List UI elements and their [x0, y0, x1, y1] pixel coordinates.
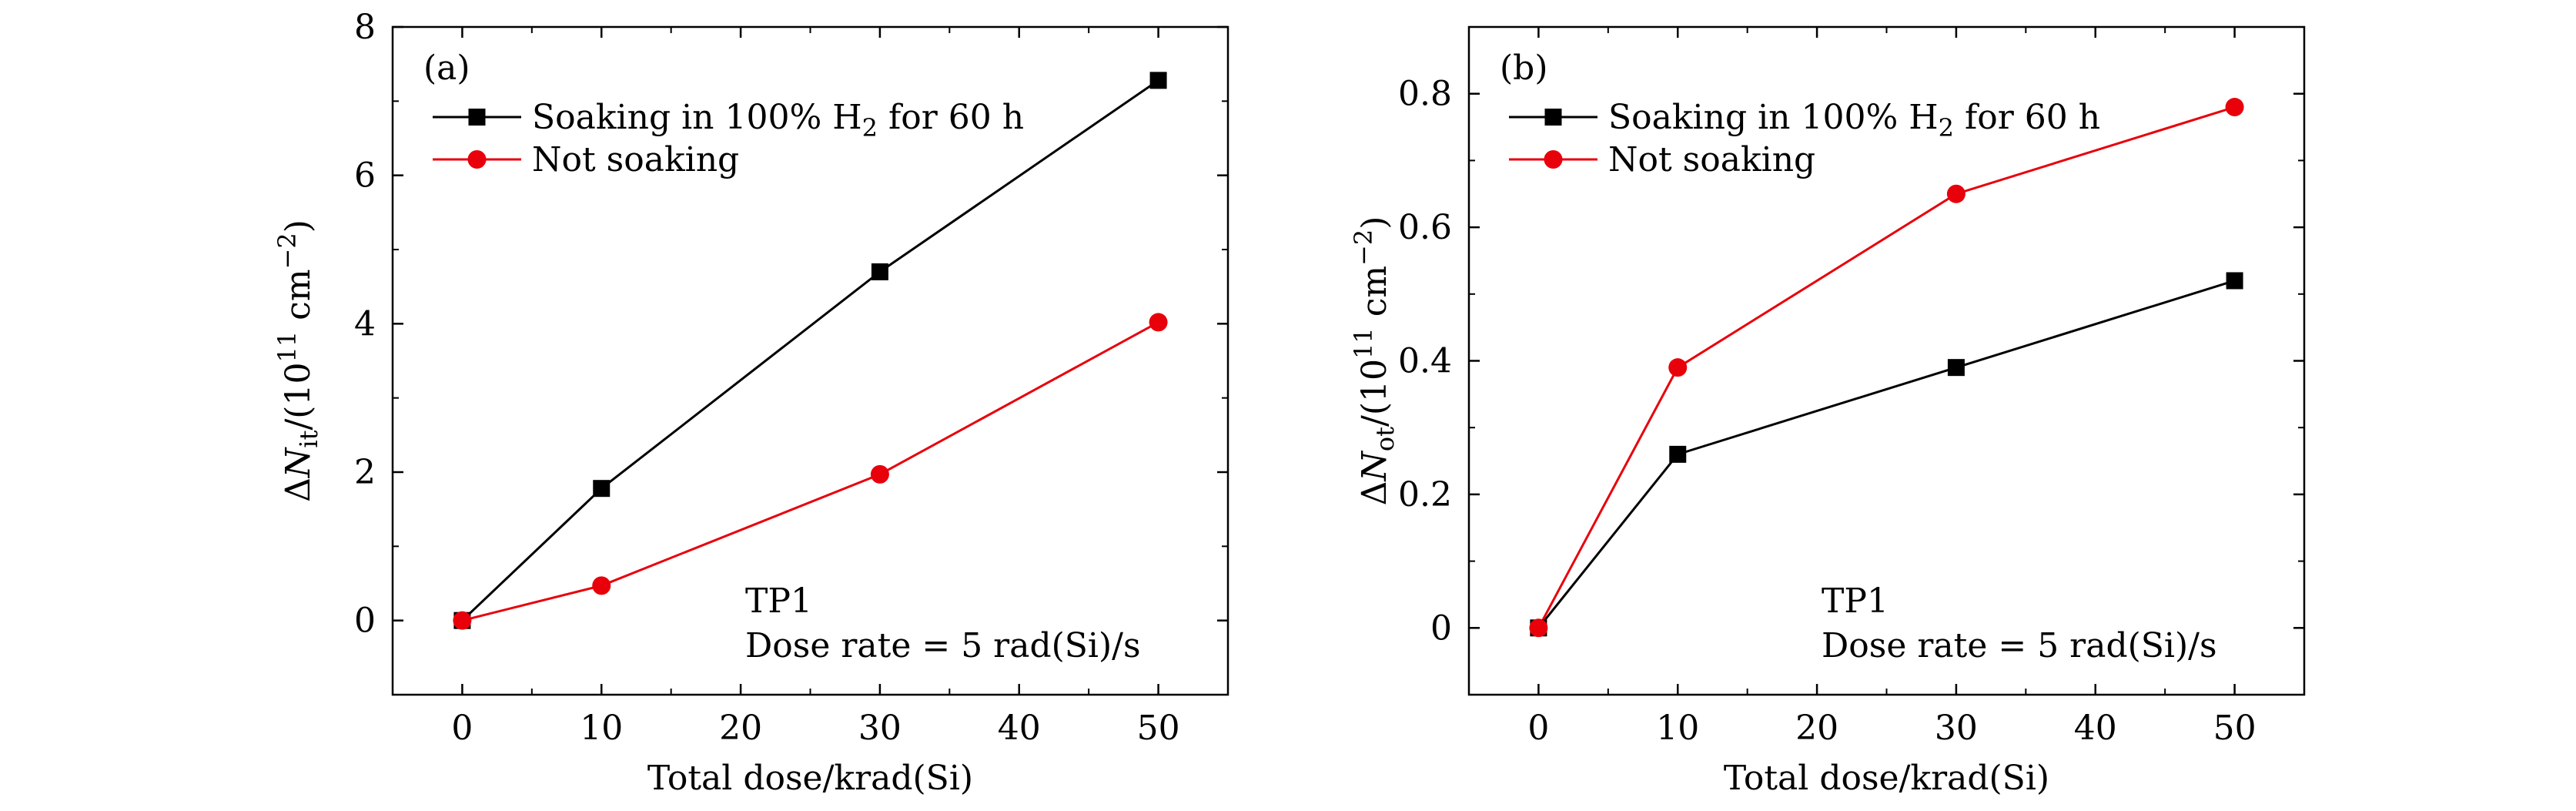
series-line: [1537, 280, 2236, 629]
x-tick-label: 40: [998, 709, 1041, 748]
data-point-square: [1669, 445, 1687, 463]
annotation-text: Dose rate = 5 rad(Si)/s: [1822, 626, 2217, 665]
series-line: [1537, 106, 2236, 629]
data-point-circle: [2225, 98, 2244, 117]
annotation-text: Dose rate = 5 rad(Si)/s: [745, 626, 1141, 665]
data-point-square: [871, 263, 888, 280]
y-tick-label: 0.2: [1398, 475, 1452, 514]
data-point-square: [2226, 272, 2243, 290]
x-tick-label: 0: [451, 709, 473, 748]
x-tick-label: 20: [719, 709, 762, 748]
legend-marker-circle: [467, 150, 487, 169]
data-point-circle: [1668, 358, 1688, 377]
x-tick-label: 20: [1795, 709, 1838, 748]
data-point-circle: [453, 611, 472, 630]
x-tick-label: 10: [1656, 709, 1699, 748]
data-point-circle: [1149, 313, 1168, 332]
data-point-circle: [1529, 618, 1548, 638]
y-tick-label: 0: [1430, 608, 1452, 648]
panel-label: (a): [423, 49, 470, 88]
data-point-circle: [592, 576, 611, 595]
legend-label: Soaking in 100% H2 for 60 h: [532, 98, 1024, 142]
y-tick-label: 0.4: [1398, 342, 1452, 381]
data-point-square: [593, 480, 611, 498]
x-tick-label: 30: [1935, 709, 1978, 748]
x-axis-label: Total dose/krad(Si): [1724, 759, 2049, 798]
panel-label: (b): [1500, 49, 1548, 88]
legend-marker-circle: [1544, 150, 1563, 169]
legend-marker-square: [1544, 109, 1562, 126]
data-point-circle: [870, 464, 889, 484]
x-tick-label: 50: [1137, 709, 1180, 748]
y-tick-label: 8: [354, 8, 376, 47]
chart-panel-b: 0 10 20 30 40 50 0 0.2 0.4 0.6 0.8 Total dose/krad(…: [1349, 25, 2306, 798]
x-tick-label: 40: [2074, 709, 2117, 748]
legend-label: Soaking in 100% H2 for 60 h: [1608, 98, 2100, 142]
y-tick-label: 6: [354, 156, 376, 196]
y-tick-label: 4: [354, 304, 376, 344]
y-tick-label: 0: [354, 602, 376, 641]
data-point-square: [1947, 359, 1965, 377]
y-tick-label: 2: [354, 453, 376, 492]
chart-panel-a: 0 10 20 30 40 50 0 2 4 6 8 Total dose/krad(Si) ΔNit/…: [273, 8, 1229, 798]
y-axis-label: ΔNot/(1011 cm−2): [1349, 216, 1400, 506]
annotation-text: TP1: [1822, 581, 1889, 621]
legend-label: Not soaking: [532, 140, 739, 179]
legend-marker-square: [468, 109, 486, 126]
annotation-text: TP1: [745, 581, 812, 621]
y-tick-label: 0.6: [1398, 208, 1452, 247]
series-line: [461, 79, 1159, 622]
x-tick-label: 30: [858, 709, 902, 748]
x-tick-label: 0: [1527, 709, 1549, 748]
x-tick-label: 10: [580, 709, 623, 748]
x-tick-label: 50: [2213, 709, 2257, 748]
y-axis-label: ΔNit/(1011 cm−2): [273, 220, 323, 502]
y-tick-label: 0.8: [1398, 75, 1452, 114]
legend-label: Not soaking: [1608, 140, 1815, 179]
series-line: [462, 321, 1159, 622]
data-point-circle: [1946, 184, 1965, 203]
x-axis-label: Total dose/krad(Si): [647, 759, 973, 798]
data-point-square: [1149, 72, 1167, 89]
